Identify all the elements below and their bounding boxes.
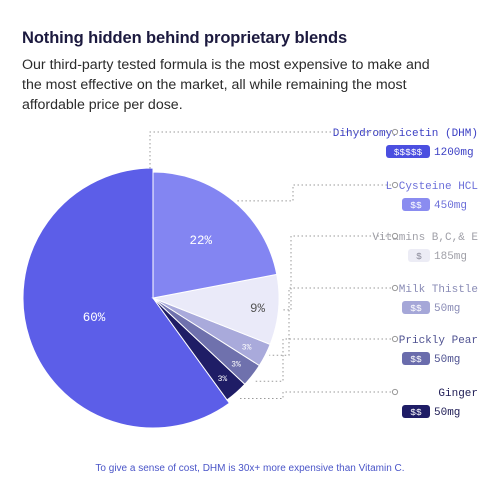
legend-marker <box>391 335 399 343</box>
price-badge-label: $$ <box>410 200 422 211</box>
description-line-2: the most effective on the market, all wh… <box>22 77 407 93</box>
footnote: To give a sense of cost, DHM is 30x+ mor… <box>95 463 405 474</box>
price-badge <box>408 249 430 262</box>
legend-marker <box>391 388 399 396</box>
price-badge-label: $$ <box>410 407 422 418</box>
legend-marker <box>391 128 399 136</box>
slice-label: 3% <box>218 375 228 384</box>
legend-name: Milk Thistle <box>399 284 478 296</box>
description-line-3: affordable price per dose. <box>22 97 183 113</box>
pie-slice <box>22 167 231 429</box>
leader-line <box>254 338 391 382</box>
legend-name: L-Cysteine HCL <box>386 181 478 193</box>
pie-slice <box>152 171 278 299</box>
page-title: Nothing hidden behind proprietary blends <box>22 29 348 47</box>
price-badge-label: $$ <box>410 303 422 314</box>
price-badge <box>402 198 430 211</box>
leader-line <box>282 235 391 311</box>
legend-dose: 1200mg <box>434 147 474 159</box>
legend-dose: 50mg <box>434 303 460 315</box>
legend-name: Vitamins B,C,& E <box>372 232 478 244</box>
description-line-1: Our third-party tested formula is the mo… <box>22 57 430 73</box>
price-badge <box>402 405 430 418</box>
legend-dose: 50mg <box>434 354 460 366</box>
price-badge <box>402 301 430 314</box>
legend-name: Dihydromyricetin (DHM) <box>333 128 478 140</box>
price-badge <box>402 352 430 365</box>
slice-label: 9% <box>250 302 266 316</box>
legend-name: Ginger <box>438 388 478 400</box>
leader-line <box>269 287 391 356</box>
leader-line <box>238 391 391 399</box>
legend-marker <box>391 232 399 240</box>
price-badge-label: $ <box>416 251 422 262</box>
leader-line <box>237 184 391 202</box>
slice-label: 3% <box>242 344 252 353</box>
slice-label: 22% <box>190 234 213 248</box>
price-badge-label: $$ <box>410 354 422 365</box>
price-badge-label: $$$$$ <box>394 147 423 158</box>
legend-dose: 185mg <box>434 251 467 263</box>
legend-dose: 450mg <box>434 200 467 212</box>
slice-label: 60% <box>83 311 106 325</box>
legend-dose: 50mg <box>434 407 460 419</box>
page-description: Our third-party tested formula is the mo… <box>22 55 492 115</box>
price-badge <box>386 145 430 158</box>
legend-marker <box>391 284 399 292</box>
legend-name: Prickly Pear <box>399 335 478 347</box>
slice-label: 3% <box>231 360 241 369</box>
legend-marker <box>391 181 399 189</box>
leader-line <box>149 131 391 170</box>
